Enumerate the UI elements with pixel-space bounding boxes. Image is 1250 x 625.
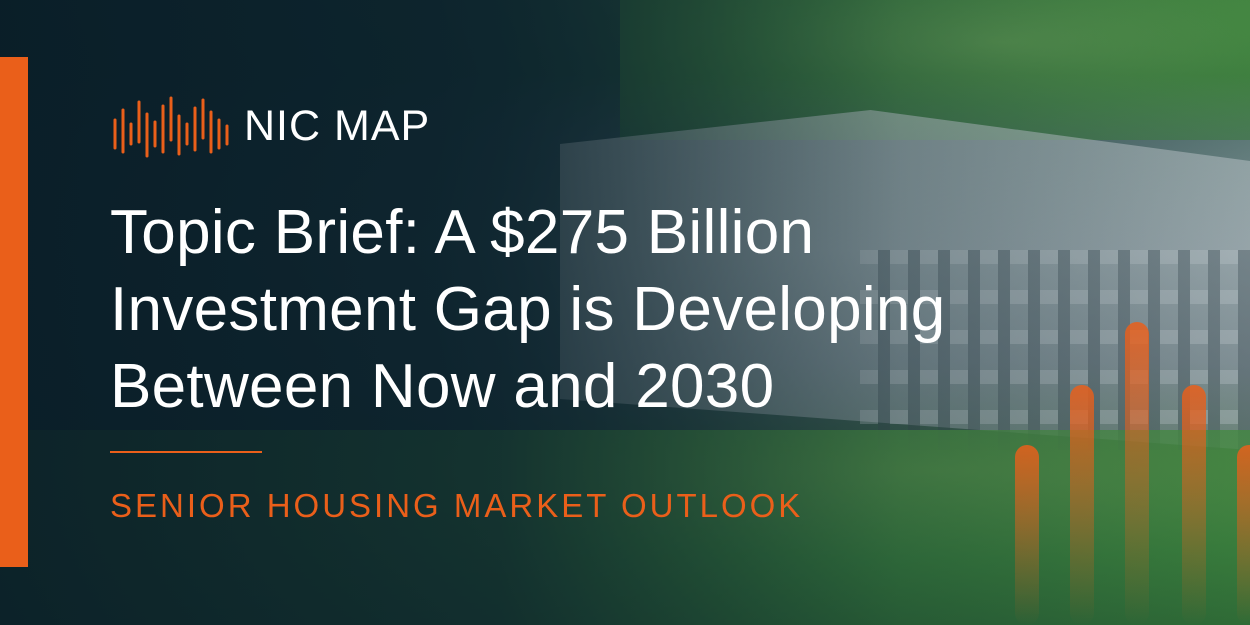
page-title: Topic Brief: A $275 Billion Investment G…: [110, 194, 1040, 425]
logo: NIC MAP: [112, 94, 430, 158]
decor-bar: [1237, 445, 1250, 625]
logo-text: NIC MAP: [244, 101, 431, 150]
decor-bar: [1125, 322, 1149, 625]
decorative-bars-graphic: [1015, 322, 1250, 625]
subtitle: SENIOR HOUSING MARKET OUTLOOK: [110, 487, 804, 524]
waveform-bars-icon: [113, 96, 229, 158]
title-line: Investment Gap is Developing: [110, 275, 946, 344]
decor-bar: [1070, 385, 1094, 625]
title-line: Topic Brief: A $275 Billion: [110, 198, 815, 267]
accent-bar: [0, 57, 28, 567]
title-line: Between Now and 2030: [110, 352, 775, 421]
divider: [110, 451, 262, 453]
decor-bar: [1182, 385, 1206, 625]
decor-bar: [1015, 445, 1039, 625]
